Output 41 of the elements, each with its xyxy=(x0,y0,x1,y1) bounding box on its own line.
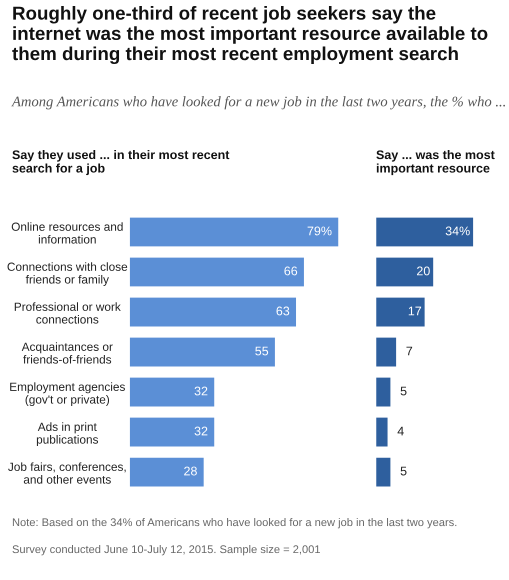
bar xyxy=(130,458,204,487)
data-label: 5 xyxy=(400,386,407,396)
y-tick-label: Acquaintances or friends-of-friends xyxy=(22,342,113,364)
y-tick-label: Online resources and information xyxy=(12,222,123,244)
chart-title: Roughly one-third of recent job seekers say the internet was the most important resource available to them during their most recent employment search xyxy=(12,6,488,64)
bar xyxy=(376,298,425,326)
text: Survey conducted June 10-July 12, 2015. Sample size = 2,001 xyxy=(12,545,320,556)
data-label: 34% xyxy=(446,226,470,236)
data-label: 32 xyxy=(194,426,208,436)
bar xyxy=(130,218,338,246)
y-tick-label: Professional or work connections xyxy=(14,302,121,324)
y-tick-label: Employment agencies (gov't or private) xyxy=(10,382,125,406)
bar xyxy=(130,418,214,446)
bar xyxy=(130,298,296,326)
data-label: 63 xyxy=(276,306,290,316)
bar xyxy=(130,258,304,286)
bar xyxy=(376,258,434,286)
data-label: 4 xyxy=(398,426,404,436)
bar xyxy=(376,458,390,487)
text: Note: Based on the 34% of Americans who have looked for a new job in the last two years. xyxy=(12,518,456,528)
bar xyxy=(376,218,474,246)
bar xyxy=(376,418,388,446)
data-label: 32 xyxy=(194,386,208,396)
y-tick-label: Connections with close friends or family xyxy=(8,262,128,286)
bar xyxy=(130,378,214,406)
chart-subtitle: Among Americans who have looked for a new job in the last two years, the % who ... xyxy=(11,96,505,110)
data-label: 55 xyxy=(255,346,268,356)
y-tick-label: Job fairs, conferences, and other events xyxy=(8,462,126,484)
data-label: 79% xyxy=(308,226,332,236)
chart-title: Say ... was the most important resource xyxy=(376,150,495,176)
data-label: 17 xyxy=(408,306,422,316)
bar xyxy=(130,338,275,366)
bar xyxy=(376,338,396,366)
text: Say they used ... in their most recent search for a job xyxy=(12,150,230,176)
data-label: 20 xyxy=(417,266,430,276)
y-tick-label: Ads in print publications xyxy=(36,422,98,446)
data-label: 5 xyxy=(400,466,407,476)
bar xyxy=(376,378,390,406)
data-label: 66 xyxy=(284,266,298,276)
data-label: 7 xyxy=(406,346,412,356)
data-label: 28 xyxy=(184,466,197,476)
